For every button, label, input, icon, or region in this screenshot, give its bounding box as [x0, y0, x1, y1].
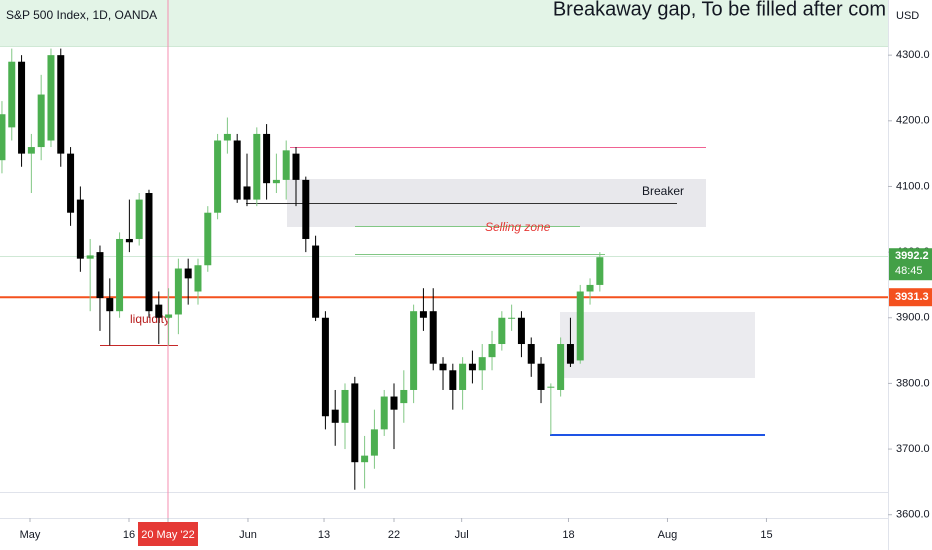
- x-tick-label: 16: [123, 529, 135, 541]
- candle-body: [400, 389, 408, 404]
- x-tick-label: Jun: [239, 529, 257, 541]
- candle-body: [116, 238, 124, 312]
- candle-body: [135, 199, 143, 239]
- annotation: Breaker: [642, 184, 684, 198]
- candle-body: [263, 133, 271, 184]
- candle-body: [67, 153, 75, 213]
- candle-body: [37, 94, 45, 148]
- candle-body: [596, 257, 604, 285]
- x-tick-label: 15: [760, 529, 772, 541]
- candle-body: [145, 193, 153, 312]
- candle-body: [459, 363, 467, 390]
- y-tick-label: 4200.0: [896, 115, 930, 127]
- x-tick-label: 22: [388, 529, 400, 541]
- candle-body: [302, 179, 310, 239]
- x-tick-label: Aug: [658, 529, 678, 541]
- y-tick-label: 3600.0: [896, 509, 930, 521]
- candle-body: [165, 314, 173, 318]
- candle-body: [566, 344, 574, 364]
- candle-body: [214, 140, 222, 213]
- y-tick-label: 3800.0: [896, 377, 930, 389]
- candle-body: [468, 363, 476, 371]
- candle-body: [331, 409, 339, 423]
- candle-body: [586, 284, 594, 292]
- last-price-box: [889, 248, 932, 281]
- candle-body: [204, 212, 212, 266]
- candle-body: [223, 133, 231, 141]
- candle-body: [380, 396, 388, 430]
- countdown-label: 48:45: [895, 265, 923, 277]
- candle-body: [282, 150, 290, 180]
- x-tick-label: May: [20, 529, 41, 541]
- x-tick-label: 13: [318, 529, 330, 541]
- y-tick-label: 4300.0: [896, 49, 930, 61]
- candle-body: [410, 311, 418, 390]
- candle-body: [194, 265, 202, 292]
- candle-body: [272, 179, 280, 184]
- candle-body: [537, 363, 545, 390]
- candle-body: [18, 61, 26, 154]
- candle-body: [174, 268, 182, 315]
- candle-body: [155, 304, 163, 318]
- zone-box: [560, 312, 755, 378]
- x-tick-label: 18: [562, 529, 574, 541]
- candle-body: [57, 55, 65, 154]
- annotation: liquidity: [130, 312, 170, 326]
- price-line-box: [889, 288, 932, 307]
- y-tick-label: 3700.0: [896, 443, 930, 455]
- candle-body: [243, 186, 251, 200]
- candle-body: [547, 386, 555, 388]
- y-tick-label: 3900.0: [896, 312, 930, 324]
- annotation: Breakaway gap, To be filled after com: [553, 0, 886, 20]
- crosshair-label-bg: [137, 522, 198, 546]
- candle-body: [449, 370, 457, 390]
- candle-body: [86, 255, 94, 259]
- candle-body: [576, 291, 584, 361]
- header-band: [0, 0, 888, 46]
- candle-body: [498, 317, 506, 345]
- candle-body: [76, 199, 84, 259]
- candle-body: [341, 389, 349, 423]
- y-axis-label: USD: [896, 10, 919, 22]
- candle-body: [351, 383, 359, 463]
- candle-body: [106, 298, 114, 312]
- candle-body: [125, 238, 133, 243]
- price-line-label: 3931.3: [895, 291, 929, 303]
- y-tick-label: 4100.0: [896, 180, 930, 192]
- candle-body: [312, 245, 320, 318]
- candle-body: [439, 363, 447, 371]
- candle-body: [184, 268, 192, 279]
- candle-body: [478, 357, 486, 371]
- candle-body: [253, 133, 261, 200]
- candle-body: [390, 396, 398, 410]
- annotation: Selling zone: [485, 220, 551, 234]
- candle-body: [508, 317, 516, 319]
- candle-body: [8, 61, 16, 128]
- candle-body: [27, 147, 35, 154]
- x-tick-label: 20 May '22: [141, 529, 194, 541]
- candle-body: [233, 140, 241, 200]
- candle-body: [321, 317, 329, 417]
- candle-body: [292, 153, 300, 180]
- candle-body: [488, 344, 496, 358]
- candle-body: [429, 311, 437, 364]
- last-price-label: 3992.2: [895, 250, 929, 262]
- chart-title: S&P 500 Index, 1D, OANDA: [6, 8, 157, 22]
- candle-body: [96, 252, 104, 299]
- candle-body: [361, 455, 369, 463]
- candle-body: [527, 344, 535, 364]
- candle-body: [0, 114, 6, 161]
- candle-body: [47, 55, 55, 141]
- candle-body: [419, 311, 427, 318]
- x-tick-label: Jul: [455, 529, 469, 541]
- candle-body: [557, 344, 565, 390]
- candle-body: [517, 317, 525, 345]
- candle-body: [370, 429, 378, 456]
